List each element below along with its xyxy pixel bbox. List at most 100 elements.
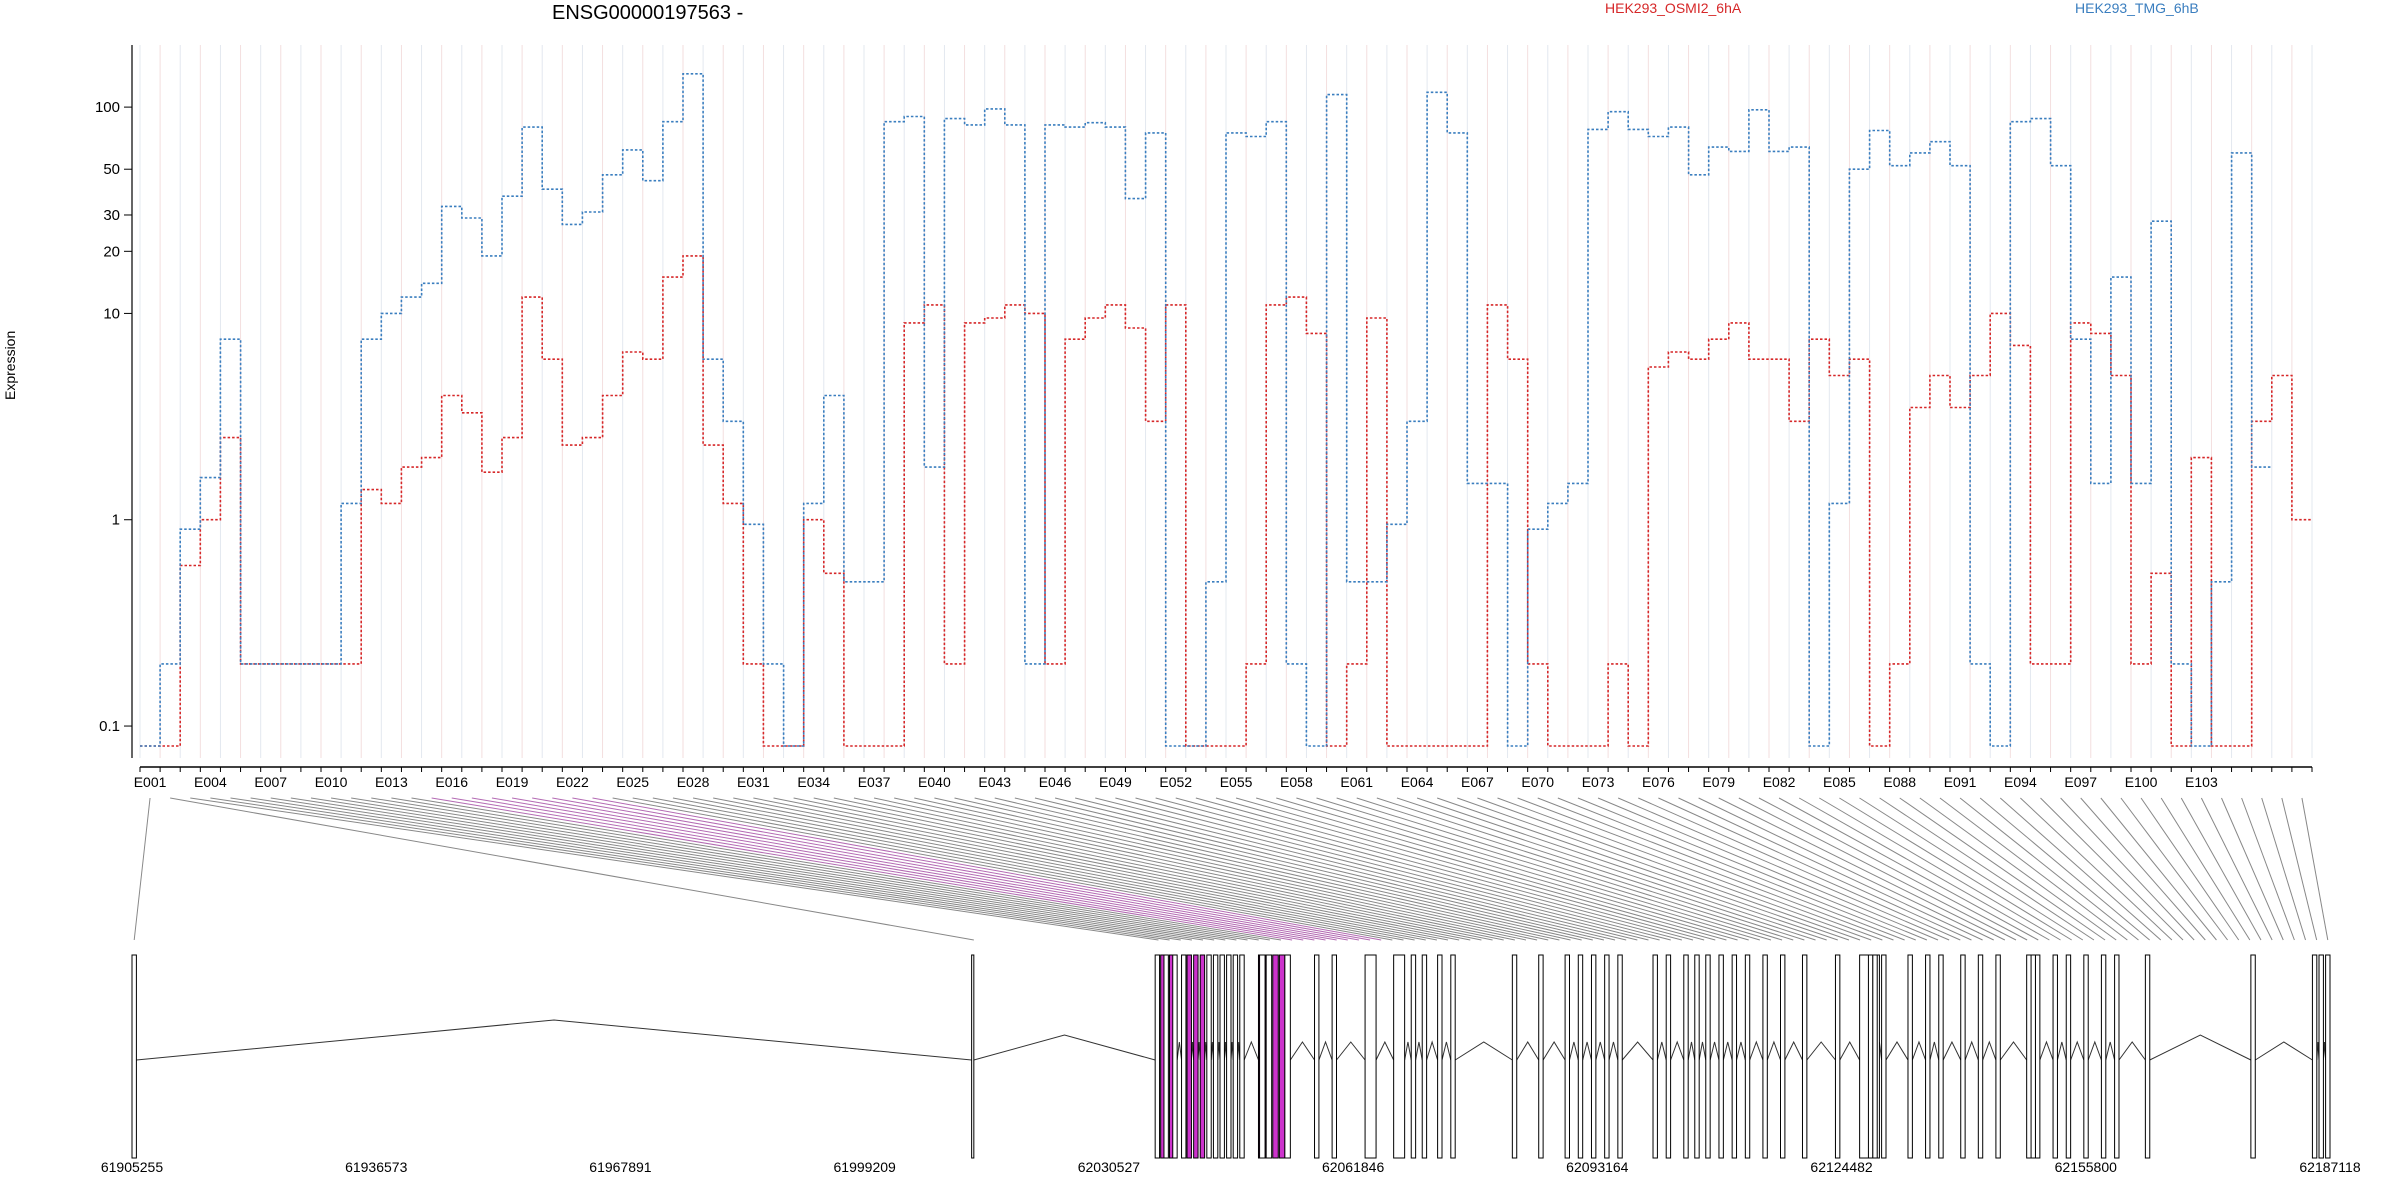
intron <box>1516 1041 1540 1061</box>
exon-connector <box>2060 797 2195 941</box>
exon-connector <box>2100 797 2217 941</box>
intron <box>1415 1041 1423 1061</box>
exon-connector <box>1457 797 1861 941</box>
intron <box>1999 1041 2028 1061</box>
exon-box <box>1284 954 1291 1159</box>
exon-box <box>1705 954 1711 1159</box>
exon-box <box>2052 954 2058 1159</box>
exon-connector <box>1577 797 1928 941</box>
exon-box <box>1278 954 1286 1159</box>
series-line <box>140 73 2272 747</box>
exon-box <box>1226 954 1232 1159</box>
exon-box <box>1564 954 1570 1159</box>
legend-series-a: HEK293_OSMI2_6hA <box>1605 0 1742 16</box>
exon-connector <box>351 797 1248 941</box>
exon-connector <box>391 797 1270 941</box>
exon-box <box>1731 954 1738 1159</box>
exon-connector <box>431 797 1293 941</box>
exon-connector <box>2301 797 2329 941</box>
exon-connector <box>672 797 1426 941</box>
exon-connector <box>853 797 1527 941</box>
exon-box <box>1694 954 1700 1159</box>
exon-connector <box>2040 797 2184 941</box>
intron <box>1982 1040 1997 1061</box>
y-tick-label: 0.1 <box>99 718 120 735</box>
exon-connector <box>612 797 1393 941</box>
x-tick-label: E022 <box>556 774 589 790</box>
exon-connector <box>1678 797 1983 941</box>
genomic-tick-label: 61999209 <box>834 1159 897 1175</box>
exon-connector <box>2241 797 2295 941</box>
intron <box>2105 1041 2116 1061</box>
exon-box <box>1744 954 1751 1159</box>
x-tick-label: E004 <box>194 774 227 790</box>
exon-box <box>1219 954 1225 1159</box>
exon-box <box>1172 954 1178 1159</box>
intron <box>1698 1041 1707 1061</box>
exon-box <box>1617 954 1623 1159</box>
intron <box>136 1019 972 1061</box>
x-tick-label: E061 <box>1340 774 1373 790</box>
exon-connector <box>1336 797 1794 941</box>
exon-box <box>1665 954 1672 1159</box>
exon-box <box>1604 954 1610 1159</box>
exon-connector <box>954 797 1582 941</box>
exon-box <box>1762 954 1768 1159</box>
exon-box <box>1977 954 1984 1159</box>
series-line <box>140 255 2312 747</box>
intron <box>2255 1041 2313 1061</box>
genomic-tick-label: 62061846 <box>1322 1159 1385 1175</box>
x-tick-label: E070 <box>1521 774 1554 790</box>
exon-connector <box>230 797 1181 941</box>
exon-connector <box>1899 797 2106 941</box>
exon-box <box>2311 954 2318 1159</box>
exon-connector <box>1316 797 1783 941</box>
exon-connector <box>210 797 1170 941</box>
genomic-tick-label: 62093164 <box>1566 1159 1629 1175</box>
exon-connector <box>1597 797 1939 941</box>
genomic-tick-label: 62030527 <box>1078 1159 1141 1175</box>
exon-connector <box>1175 797 1705 941</box>
exon-connector <box>1819 797 2061 941</box>
exon-connector <box>1879 797 2095 941</box>
exon-connector <box>1396 797 1827 941</box>
intron <box>2070 1040 2085 1061</box>
exon-connector <box>371 797 1259 941</box>
exon-box <box>1393 954 1406 1159</box>
exon-connector <box>1919 797 2117 941</box>
exon-connector <box>2140 797 2240 941</box>
exon-box <box>1199 954 1206 1159</box>
exon-box <box>1801 954 1808 1159</box>
x-tick-label: E082 <box>1763 774 1796 790</box>
x-tick-label: E043 <box>978 774 1011 790</box>
intron <box>1404 1041 1412 1061</box>
genomic-tick-label: 62187118 <box>2299 1159 2360 1175</box>
exon-box <box>1652 954 1658 1159</box>
exon-connector <box>290 797 1215 941</box>
exon-connector <box>190 797 1159 941</box>
exon-box <box>2114 954 2120 1159</box>
intron <box>1582 1041 1592 1061</box>
x-tick-label: E031 <box>737 774 770 790</box>
exon-box <box>1410 954 1417 1159</box>
exon-connector <box>1235 797 1738 941</box>
intron <box>1454 1041 1513 1061</box>
x-tick-label: E028 <box>677 774 710 790</box>
y-tick-label: 50 <box>103 161 120 178</box>
exon-connector <box>250 797 1192 941</box>
exon-box <box>1259 954 1266 1159</box>
exon-connector <box>1437 797 1850 941</box>
x-tick-label: E064 <box>1401 774 1434 790</box>
exon-box <box>1212 954 1219 1159</box>
exon-connector <box>1477 797 1872 941</box>
exon-connector <box>974 797 1593 941</box>
exon-connector <box>1617 797 1950 941</box>
intron <box>1289 1041 1315 1061</box>
x-tick-label: E085 <box>1823 774 1856 790</box>
x-tick-label: E049 <box>1099 774 1132 790</box>
exon-connector <box>1095 797 1660 941</box>
exon-box <box>1206 954 1212 1159</box>
exon-box <box>1995 954 2001 1159</box>
x-tick-label: E100 <box>2125 774 2158 790</box>
